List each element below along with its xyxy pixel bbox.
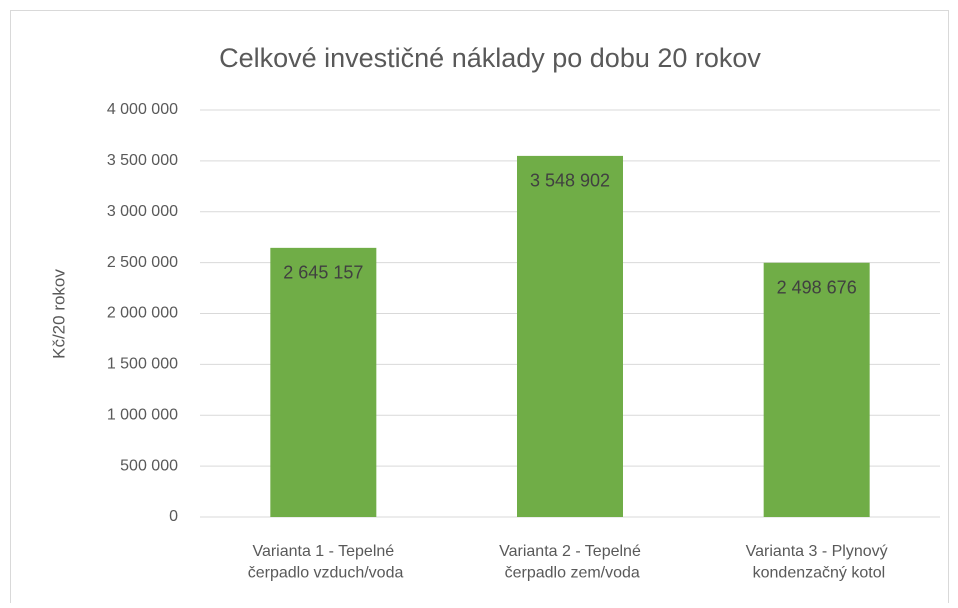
x-tick-label: Varianta 2 - Tepelné čerpadlo zem/voda: [499, 543, 641, 582]
y-axis-title: Kč/20 rokov: [49, 269, 68, 359]
y-tick-label: 4 000 000: [107, 101, 178, 118]
y-tick-label: 2 000 000: [107, 305, 178, 322]
y-tick-label: 1 500 000: [107, 356, 178, 373]
y-tick-label: 3 000 000: [107, 203, 178, 220]
bar: [270, 247, 377, 517]
x-tick-label: Varianta 3 - Plynový kondenzačný kotol: [746, 543, 888, 582]
data-label: 2 645 157: [283, 263, 363, 283]
y-tick-label: 3 500 000: [107, 152, 178, 169]
x-tick-label: Varianta 1 - Tepelné čerpadlo vzduch/vod…: [243, 543, 403, 582]
y-tick-label: 500 000: [120, 457, 178, 474]
y-tick-label: 0: [169, 508, 178, 525]
bar: [763, 262, 870, 517]
y-tick-label: 2 500 000: [107, 254, 178, 271]
bar: [517, 155, 623, 517]
data-label: 2 498 676: [777, 278, 857, 298]
y-tick-label: 1 000 000: [107, 406, 178, 423]
chart-title: Celkové investičné náklady po dobu 20 ro…: [219, 43, 761, 73]
data-label: 3 548 902: [530, 171, 610, 191]
